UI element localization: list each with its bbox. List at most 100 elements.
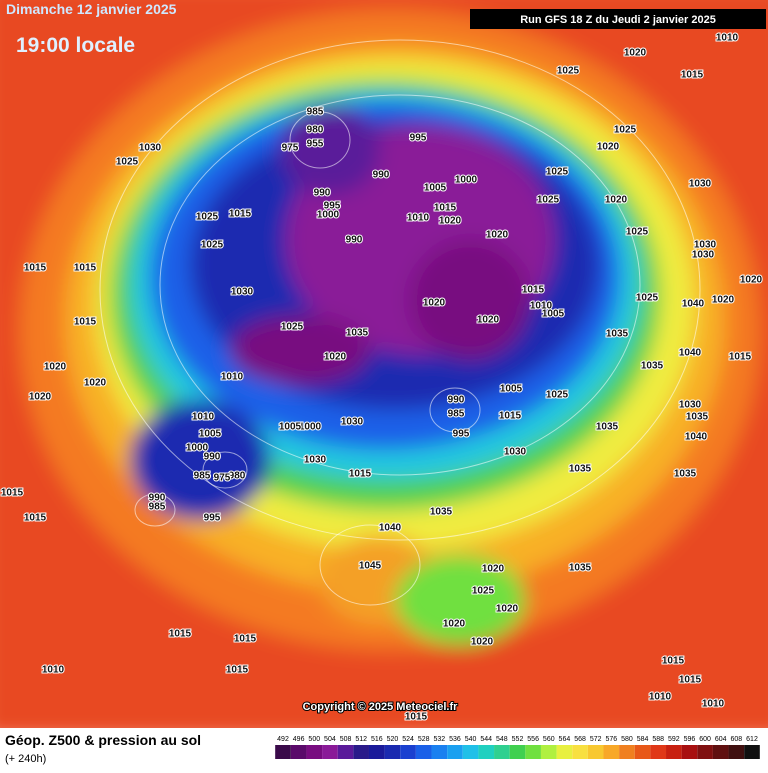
isobar-label: 1010 xyxy=(530,301,553,312)
isobar-label: 990 xyxy=(314,188,331,199)
isobar-label: 1025 xyxy=(626,227,649,238)
isobar-label: 1030 xyxy=(689,179,712,190)
isobar-label: 1015 xyxy=(681,70,704,81)
isobar-label: 1020 xyxy=(482,564,505,575)
isobar-label: 1005 xyxy=(279,422,302,433)
colorbar-label: 492 xyxy=(277,736,289,743)
isobar-label: 1025 xyxy=(116,157,139,168)
isobar-label: 995 xyxy=(410,133,427,144)
colorbar-swatch xyxy=(603,745,620,759)
isobar-label: 1015 xyxy=(499,411,522,422)
isobar-label: 1020 xyxy=(324,352,347,363)
colorbar-swatch xyxy=(431,745,448,759)
colorbar-label: 500 xyxy=(308,736,320,743)
isobar-label: 1015 xyxy=(226,665,249,676)
isobar-label: 1015 xyxy=(74,317,97,328)
isobar-label: 1015 xyxy=(405,712,428,723)
isobar-label: 1035 xyxy=(346,328,369,339)
isobar-label: 1035 xyxy=(569,563,592,574)
isobar-label: 1025 xyxy=(201,240,224,251)
isobar-label: 1015 xyxy=(1,488,24,499)
isobar-label: 995 xyxy=(204,513,221,524)
colorbar-label: 564 xyxy=(559,736,571,743)
isobar-label: 1010 xyxy=(649,692,672,703)
isobar-label: 1015 xyxy=(434,203,457,214)
isobar-label: 1015 xyxy=(729,352,752,363)
colorbar-swatch xyxy=(712,745,729,759)
colorbar-label: 612 xyxy=(746,736,758,743)
colorbar-label: 576 xyxy=(605,736,617,743)
isobar-label: 1015 xyxy=(522,285,545,296)
isobar-label: 1040 xyxy=(679,348,702,359)
colorbar-swatch xyxy=(634,745,651,759)
isobar-label: 985 xyxy=(194,471,211,482)
isobar-label: 1020 xyxy=(44,362,67,373)
colorbar-swatch xyxy=(384,745,401,759)
isobar-label: 980 xyxy=(307,125,324,136)
isobar-label: 1025 xyxy=(557,66,580,77)
isobar-label: 985 xyxy=(448,409,465,420)
colorbar-swatch xyxy=(447,745,463,759)
isobar-label: 995 xyxy=(453,429,470,440)
colorbar-swatch xyxy=(572,745,588,759)
isobar-label: 1035 xyxy=(686,412,709,423)
isobar-label: 1015 xyxy=(169,629,192,640)
isobar-label: 1020 xyxy=(624,48,647,59)
isobar-label: 1035 xyxy=(596,422,619,433)
colorbar-label: 520 xyxy=(387,736,399,743)
isobar-label: 1000 xyxy=(317,210,340,221)
isobar-label: 1020 xyxy=(496,604,519,615)
footer-title: Géop. Z500 & pression au sol xyxy=(5,732,201,748)
isobar-label: 1015 xyxy=(234,634,257,645)
isobar-label: 1010 xyxy=(716,33,739,44)
geopotential-field xyxy=(0,0,768,740)
isobar-label: 1025 xyxy=(537,195,560,206)
colorbar-label: 560 xyxy=(543,736,555,743)
colorbar-swatch xyxy=(290,745,307,759)
isobar-label: 1040 xyxy=(685,432,708,443)
isobar-label: 1035 xyxy=(430,507,453,518)
colorbar-label: 540 xyxy=(465,736,477,743)
isobar-label: 1020 xyxy=(477,315,500,326)
colorbar-label: 568 xyxy=(574,736,586,743)
footer-lead: (+ 240h) xyxy=(5,753,46,765)
isobar-label: 975 xyxy=(214,473,231,484)
colorbar-label: 592 xyxy=(668,736,680,743)
colorbar-swatch xyxy=(509,745,526,759)
isobar-label: 985 xyxy=(307,107,324,118)
isobar-label: 1020 xyxy=(423,298,446,309)
isobar-label: 1025 xyxy=(546,167,569,178)
isobar-label: 1045 xyxy=(359,561,382,572)
run: Run GFS 18 Z du Jeudi 2 janvier 2025 xyxy=(520,14,716,26)
colorbar-swatch xyxy=(728,745,745,759)
isobar-label: 995 xyxy=(324,201,341,212)
colorbar-label: 548 xyxy=(496,736,508,743)
run-box xyxy=(470,9,766,29)
isobar-label: 1000 xyxy=(455,175,478,186)
isobar-label: 1015 xyxy=(229,209,252,220)
colorbar-label: 608 xyxy=(731,736,743,743)
isobar-label: 1010 xyxy=(221,372,244,383)
colorbar-swatch xyxy=(650,745,667,759)
colorbar-label: 556 xyxy=(527,736,539,743)
colorbar-swatch xyxy=(681,745,698,759)
isobar-label: 1035 xyxy=(641,361,664,372)
isobar-label: 975 xyxy=(282,143,299,154)
colorbar-label: 512 xyxy=(355,736,367,743)
isobar-label: 990 xyxy=(204,452,221,463)
colorbar-swatch xyxy=(478,745,495,759)
isobar-label: 1025 xyxy=(546,390,569,401)
colorbar-label: 508 xyxy=(340,736,352,743)
colorbar-swatch xyxy=(306,745,323,759)
colorbar-swatch xyxy=(556,745,573,759)
isobar-label: 1025 xyxy=(281,322,304,333)
isobar-label: 1030 xyxy=(231,287,254,298)
isobar-label: 1035 xyxy=(569,464,592,475)
isobar-label: 1030 xyxy=(694,240,717,251)
colorbar-swatch xyxy=(494,745,510,759)
date: Dimanche 12 janvier 2025 xyxy=(6,1,177,17)
isobar-label: 1035 xyxy=(674,469,697,480)
isobar-label: 1020 xyxy=(84,378,107,389)
